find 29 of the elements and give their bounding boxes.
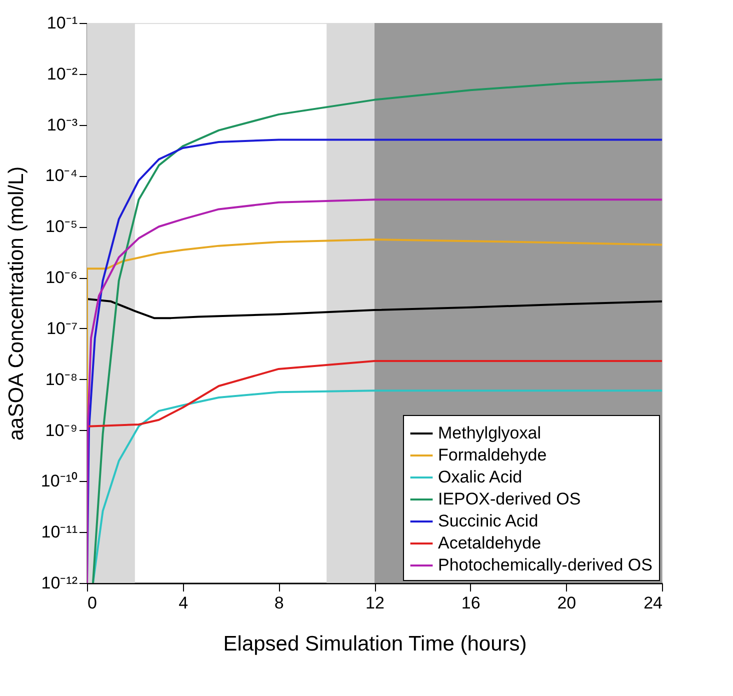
- y-tick-label: 10⁻¹²: [41, 574, 78, 592]
- x-tick-label: 8: [274, 594, 284, 612]
- legend-label: IEPOX-derived OS: [438, 490, 581, 508]
- y-tick-label: 10⁻²: [46, 64, 78, 84]
- x-tick-label: 20: [557, 594, 576, 612]
- y-tick-label: 10⁻⁶: [46, 268, 78, 288]
- legend-label: Acetaldehyde: [438, 534, 542, 552]
- x-axis-title: Elapsed Simulation Time (hours): [223, 632, 527, 656]
- line-series: [87, 298, 662, 320]
- y-tick-label: 10⁻⁸: [45, 370, 78, 389]
- x-tick-label: 16: [461, 594, 480, 612]
- y-tick-label: 10⁻³: [46, 115, 78, 134]
- y-tick-label: 10⁻⁷: [46, 318, 78, 338]
- y-tick-label: 10⁻⁹: [45, 420, 78, 440]
- legend-label: Oxalic Acid: [438, 468, 522, 486]
- y-tick-label: 10⁻¹: [46, 14, 78, 32]
- x-tick-label: 24: [644, 594, 662, 612]
- legend-label: Formaldehyde: [438, 446, 547, 464]
- y-tick-label: 10⁻⁴: [45, 166, 78, 186]
- x-tick-label: 0: [88, 594, 97, 612]
- y-axis-title: aaSOA Concentration (mol/L): [4, 166, 28, 441]
- legend-label: Photochemically-derived OS: [438, 556, 652, 574]
- y-tick-label: 10⁻⁵: [46, 217, 78, 236]
- x-tick-label: 4: [178, 594, 188, 612]
- y-tick-label: 10⁻¹⁰: [40, 472, 78, 491]
- x-tick-label: 12: [366, 594, 384, 612]
- legend-label: Succinic Acid: [438, 512, 538, 530]
- legend-label: Methylglyoxal: [438, 424, 541, 442]
- y-tick-label: 10⁻¹¹: [41, 522, 78, 542]
